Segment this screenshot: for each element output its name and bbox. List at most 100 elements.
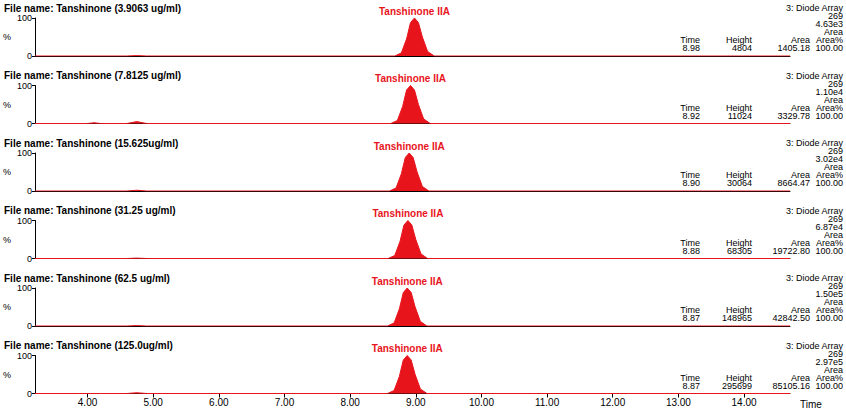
svg-text:File name: Tanshinone (62.5 ug: File name: Tanshinone (62.5 ug/ml) [4,273,170,284]
svg-text:File name: Tanshinone (125.0ug: File name: Tanshinone (125.0ug/ml) [4,340,173,351]
svg-text:Time: Time [680,102,700,113]
svg-text:100: 100 [17,283,32,293]
svg-text:100: 100 [17,148,32,158]
svg-text:3: Diode Array: 3: Diode Array [786,205,843,216]
svg-text:%: % [3,32,11,42]
svg-text:Tanshinone IIA: Tanshinone IIA [372,343,443,354]
svg-text:100: 100 [17,216,32,226]
svg-text:100: 100 [17,81,32,91]
svg-text:Height: Height [726,35,752,45]
svg-text:Area%: Area% [816,35,843,45]
svg-text:0: 0 [27,254,32,264]
svg-text:3: Diode Array: 3: Diode Array [786,340,843,351]
svg-text:10.00: 10.00 [469,397,494,408]
svg-text:2.97e5: 2.97e5 [815,356,843,367]
svg-text:100.00: 100.00 [815,43,843,53]
svg-text:4.00: 4.00 [78,397,98,408]
svg-text:Area%: Area% [816,237,843,248]
svg-text:Tanshinone IIA: Tanshinone IIA [374,141,445,152]
svg-text:File name: Tanshinone (7.8125: File name: Tanshinone (7.8125 ug/ml) [4,70,181,81]
svg-text:8.88: 8.88 [682,246,700,256]
svg-text:12.00: 12.00 [600,397,625,408]
svg-text:148965: 148965 [722,313,752,323]
svg-text:6.87e4: 6.87e4 [815,221,843,232]
svg-text:100.00: 100.00 [815,381,843,391]
svg-text:3: Diode Array: 3: Diode Array [786,70,843,81]
svg-text:11.00: 11.00 [535,397,560,408]
svg-text:14.00: 14.00 [732,397,757,408]
svg-text:8.87: 8.87 [682,313,700,323]
svg-text:Tanshinone IIA: Tanshinone IIA [372,208,443,219]
svg-text:Time: Time [680,35,700,45]
svg-text:6.00: 6.00 [209,397,229,408]
svg-text:100.00: 100.00 [815,246,843,256]
svg-text:100.00: 100.00 [815,111,843,121]
svg-text:Area: Area [791,35,810,45]
svg-text:%: % [3,167,11,177]
svg-text:8.00: 8.00 [340,397,360,408]
svg-text:Area: Area [824,229,843,240]
svg-text:85105.16: 85105.16 [772,381,810,391]
svg-text:Height: Height [726,102,752,113]
svg-text:Area: Area [824,94,843,105]
svg-text:100: 100 [17,351,32,361]
svg-text:4.63e3: 4.63e3 [815,19,843,29]
svg-text:269: 269 [828,213,843,224]
svg-text:Time: Time [800,399,822,410]
svg-text:%: % [3,235,11,245]
svg-text:File name: Tanshinone (15.625u: File name: Tanshinone (15.625ug/ml) [4,138,178,149]
svg-text:Area: Area [791,237,810,248]
svg-text:Area: Area [824,364,843,375]
svg-text:269: 269 [828,11,843,21]
svg-text:42842.50: 42842.50 [772,313,810,323]
svg-text:%: % [3,302,11,312]
svg-text:295699: 295699 [722,381,752,391]
svg-text:Tanshinone IIA: Tanshinone IIA [375,73,446,84]
svg-text:Time: Time [680,372,700,383]
svg-text:1.10e4: 1.10e4 [815,86,843,97]
svg-text:13.00: 13.00 [666,397,691,408]
svg-text:8.98: 8.98 [682,43,700,53]
svg-text:3: Diode Array: 3: Diode Array [786,138,843,148]
svg-text:File name: Tanshinone (3.9063: File name: Tanshinone (3.9063 ug/ml) [4,3,181,14]
svg-text:5.00: 5.00 [143,397,163,408]
svg-text:0: 0 [27,119,32,129]
svg-text:Area: Area [824,27,843,37]
svg-text:3329.78: 3329.78 [777,111,810,121]
svg-text:4804: 4804 [732,43,752,53]
svg-text:0: 0 [27,51,32,61]
svg-text:1405.18: 1405.18 [777,43,810,53]
svg-text:0: 0 [27,389,32,399]
svg-text:269: 269 [828,146,843,156]
svg-text:0: 0 [27,321,32,331]
svg-text:7.00: 7.00 [275,397,295,408]
svg-text:9.00: 9.00 [406,397,426,408]
svg-text:8.90: 8.90 [682,178,700,188]
svg-text:%: % [3,370,11,380]
svg-text:Area%: Area% [816,372,843,383]
svg-text:269: 269 [828,78,843,89]
svg-text:Area: Area [791,102,810,113]
svg-text:68305: 68305 [727,246,752,256]
svg-text:0: 0 [27,186,32,196]
svg-text:Area: Area [791,372,810,383]
svg-text:Height: Height [726,372,752,383]
svg-text:100: 100 [17,13,32,23]
svg-text:8.92: 8.92 [682,111,700,121]
svg-text:Area%: Area% [816,102,843,113]
svg-text:100.00: 100.00 [815,178,843,188]
svg-text:%: % [3,100,11,110]
svg-text:19722.80: 19722.80 [772,246,810,256]
svg-text:3: Diode Array: 3: Diode Array [786,3,843,13]
svg-text:Time: Time [680,237,700,248]
svg-text:30064: 30064 [727,178,752,188]
svg-text:Tanshinone IIA: Tanshinone IIA [379,6,450,17]
svg-text:8664.47: 8664.47 [777,178,810,188]
svg-text:269: 269 [828,348,843,359]
svg-text:100.00: 100.00 [815,313,843,323]
svg-text:8.87: 8.87 [682,381,700,391]
svg-text:Height: Height [726,237,752,248]
svg-text:11024: 11024 [728,111,752,121]
svg-text:Tanshinone IIA: Tanshinone IIA [372,276,443,287]
svg-text:File name: Tanshinone (31.25 u: File name: Tanshinone (31.25 ug/ml) [4,205,176,216]
